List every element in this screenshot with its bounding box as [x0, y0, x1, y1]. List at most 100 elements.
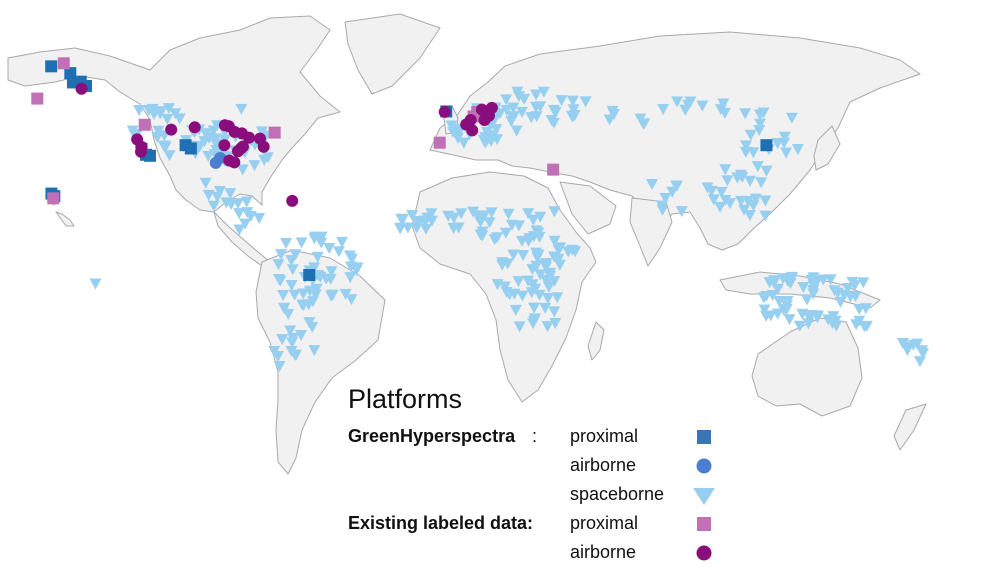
triangle-site-marker [513, 321, 526, 333]
triangle-site-marker [740, 140, 753, 152]
legend-platform-label: proximal [570, 426, 639, 446]
triangle-site-marker [490, 124, 503, 136]
triangle-site-marker [325, 266, 338, 278]
triangle-site-marker [532, 249, 545, 261]
triangle-site-marker [807, 288, 820, 300]
legend-row-gh-proximal: GreenHyperspectra : proximal [346, 424, 726, 450]
triangle-site-marker [512, 276, 525, 288]
triangle-site-marker [289, 249, 302, 261]
triangle-site-marker [277, 289, 290, 301]
legend-platform-label: spaceborne [570, 484, 665, 504]
triangle-site-marker [901, 341, 914, 353]
triangle-site-marker [757, 107, 770, 119]
circle-site-marker [218, 139, 231, 152]
triangle-site-marker [534, 269, 547, 281]
triangle-site-marker [516, 235, 529, 247]
legend-group-separator: : [532, 426, 538, 446]
triangle-site-marker [849, 291, 862, 303]
triangle-site-marker [714, 201, 727, 213]
triangle-site-marker [326, 289, 339, 301]
triangle-site-marker [323, 242, 336, 254]
triangle-site-marker [154, 106, 167, 118]
square-site-marker [433, 136, 446, 149]
triangle-site-marker [530, 225, 543, 237]
triangle-site-marker [480, 126, 493, 138]
square-site-marker [303, 268, 316, 281]
triangle-site-marker [455, 208, 468, 220]
triangle-site-marker [758, 304, 771, 316]
triangle-site-marker [541, 275, 554, 287]
triangle-site-marker [239, 218, 252, 230]
triangle-site-marker [548, 206, 561, 218]
triangle-site-marker [751, 161, 764, 173]
triangle-site-marker [541, 321, 554, 333]
triangle-site-marker [548, 235, 561, 247]
triangle-site-marker [295, 329, 308, 341]
triangle-site-marker [828, 285, 841, 297]
triangle-site-marker [527, 214, 540, 226]
triangle-site-marker [411, 216, 424, 228]
triangle-site-marker [516, 106, 529, 118]
triangle-site-marker [638, 118, 651, 130]
triangle-site-marker [744, 129, 757, 141]
triangle-site-marker [553, 259, 566, 271]
triangle-site-marker [479, 137, 492, 149]
triangle-site-marker [838, 289, 851, 301]
triangle-site-marker [285, 280, 298, 292]
triangle-site-marker [142, 104, 155, 116]
triangle-site-marker [522, 208, 535, 220]
triangle-site-marker [286, 264, 299, 276]
triangle-site-marker [288, 289, 301, 301]
triangle-site-marker [210, 138, 223, 150]
triangle-site-marker [395, 213, 408, 225]
circle-site-marker [485, 101, 498, 114]
triangle-site-marker [202, 150, 215, 162]
triangle-site-marker [447, 222, 460, 234]
triangle-site-marker [567, 104, 580, 116]
triangle-site-marker [566, 244, 579, 256]
triangle-site-marker [508, 288, 521, 300]
triangle-site-marker [555, 95, 568, 107]
circle-site-marker [75, 82, 88, 95]
triangle-site-marker [419, 223, 432, 235]
triangle-site-marker [754, 118, 767, 130]
triangle-site-marker [442, 210, 455, 222]
legend-platform-label: proximal [570, 513, 639, 533]
triangle-site-marker [233, 208, 246, 220]
circle-site-marker [165, 123, 178, 136]
triangle-site-marker [509, 304, 522, 316]
triangle-site-marker [253, 212, 266, 224]
triangle-site-marker [159, 141, 172, 153]
triangle-site-marker [753, 124, 766, 136]
circle-site-marker [214, 152, 227, 165]
triangle-site-marker [805, 310, 818, 322]
triangle-site-marker [258, 154, 271, 166]
triangle-site-marker [240, 196, 253, 208]
triangle-site-marker [498, 281, 511, 293]
triangle-site-marker [295, 237, 308, 249]
circle-site-marker [460, 118, 473, 131]
triangle-site-marker [645, 179, 658, 191]
triangle-site-marker [778, 137, 791, 149]
triangle-site-marker [528, 302, 541, 314]
triangle-site-marker [545, 114, 558, 126]
triangle-site-marker [485, 207, 498, 219]
legend-platform-label: airborne [570, 542, 637, 562]
triangle-site-marker [161, 113, 174, 125]
square-site-marker [31, 92, 44, 105]
triangle-site-marker [457, 137, 470, 149]
triangle-site-marker [830, 320, 843, 332]
triangle-site-marker [286, 337, 299, 349]
triangle-site-marker [477, 211, 490, 223]
triangle-site-marker [332, 246, 345, 258]
triangle-site-marker [315, 237, 328, 249]
circle-site-marker [475, 103, 488, 116]
triangle-site-marker [308, 345, 321, 357]
triangle-site-marker [516, 290, 529, 302]
legend-group-label: Existing labeled data: [348, 513, 534, 533]
triangle-site-marker [502, 208, 515, 220]
triangle-site-marker [220, 197, 233, 209]
triangle-site-marker [309, 289, 322, 301]
legend-row-existing-proximal: Existing labeled data: proximal [346, 511, 726, 537]
